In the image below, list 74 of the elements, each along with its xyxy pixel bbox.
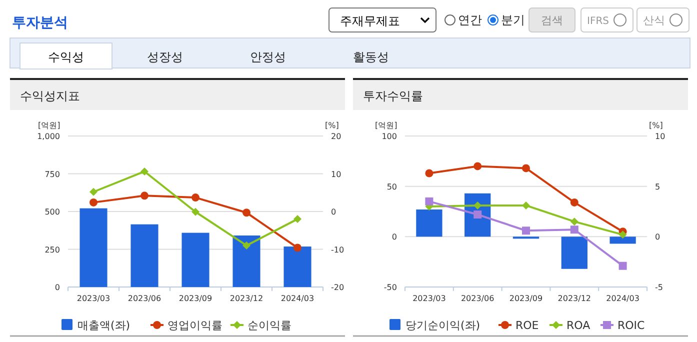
text: 검색 bbox=[541, 14, 563, 27]
point bbox=[140, 167, 148, 176]
y2-tick-label: -5 bbox=[655, 283, 663, 292]
point bbox=[90, 188, 98, 196]
y-tick-label: 50 bbox=[386, 182, 397, 192]
y-axis-title: [억원] bbox=[38, 121, 60, 130]
x-tick-label: 2024/03 bbox=[606, 294, 640, 303]
y-tick-label: 100 bbox=[382, 132, 397, 141]
chart-title: 수익성지표 bbox=[20, 89, 80, 103]
point bbox=[425, 169, 434, 178]
x-tick-label: 2023/06 bbox=[460, 294, 494, 303]
text: 분기 bbox=[501, 13, 525, 27]
y2-tick-label: -10 bbox=[331, 245, 344, 254]
y2-tick-label: 10 bbox=[331, 170, 342, 179]
x-tick-label: 2023/09 bbox=[509, 294, 543, 303]
y2-axis-title: [%] bbox=[325, 121, 339, 130]
chart-title: 투자수익률 bbox=[363, 89, 423, 103]
point bbox=[192, 194, 200, 202]
y2-tick-label: -20 bbox=[331, 283, 344, 292]
x-tick-label: 2023/06 bbox=[128, 294, 162, 303]
point bbox=[618, 262, 627, 270]
text: 연간 bbox=[458, 13, 482, 27]
y-tick-label: 0 bbox=[392, 232, 397, 242]
text: 활동성 bbox=[353, 50, 389, 64]
y2-tick-label: 10 bbox=[655, 132, 666, 141]
text: 투자분석 bbox=[12, 15, 68, 31]
x-tick-label: 2023/03 bbox=[412, 294, 446, 303]
y2-tick-label: 20 bbox=[331, 132, 342, 141]
point bbox=[294, 244, 302, 252]
x-tick-label: 2024/03 bbox=[280, 294, 314, 303]
y2-axis-title: [%] bbox=[649, 121, 663, 130]
point bbox=[570, 218, 578, 226]
point bbox=[192, 208, 200, 216]
y-axis-title: [억원] bbox=[375, 121, 398, 130]
y-tick-label: -50 bbox=[384, 283, 397, 292]
legend-label: ROA bbox=[566, 319, 591, 332]
legend-label: ROE bbox=[516, 319, 539, 332]
legend-label: ROIC bbox=[618, 319, 646, 332]
point bbox=[570, 198, 578, 206]
x-tick-label: 2023/09 bbox=[178, 294, 212, 303]
point bbox=[522, 226, 530, 235]
y-tick-label: 250 bbox=[44, 245, 60, 254]
y-tick-label: 0 bbox=[54, 283, 60, 292]
x-tick-label: 2023/03 bbox=[76, 294, 110, 303]
y-tick-label: 500 bbox=[44, 208, 60, 216]
point bbox=[474, 210, 482, 219]
legend-label: 영업이익률 bbox=[168, 319, 222, 332]
legend-label: 매출액(좌) bbox=[78, 319, 130, 332]
point bbox=[425, 197, 434, 206]
point bbox=[90, 198, 98, 206]
text: 주재무제표 bbox=[340, 14, 400, 28]
point bbox=[522, 201, 530, 210]
point bbox=[474, 162, 482, 170]
legend-label: 당기순이익(좌) bbox=[406, 319, 480, 332]
y2-tick-label: 5 bbox=[655, 182, 660, 192]
x-tick-label: 2023/12 bbox=[230, 294, 264, 303]
text: 성장성 bbox=[147, 50, 183, 64]
y-tick-label: 1,000 bbox=[37, 132, 60, 141]
point bbox=[570, 226, 578, 234]
point bbox=[618, 230, 627, 239]
point bbox=[242, 208, 250, 217]
point bbox=[140, 192, 148, 200]
point bbox=[522, 164, 530, 172]
point bbox=[242, 241, 250, 250]
text: 수익성 bbox=[48, 50, 84, 64]
y2-tick-label: 0 bbox=[655, 232, 660, 242]
text: 산식 bbox=[643, 14, 665, 27]
text: 안정성 bbox=[250, 50, 286, 64]
y-tick-label: 750 bbox=[44, 170, 60, 179]
x-tick-label: 2023/12 bbox=[558, 294, 592, 303]
y2-tick-label: 0 bbox=[331, 208, 336, 216]
point bbox=[294, 215, 302, 224]
text: IFRS bbox=[587, 16, 609, 27]
legend-label: 순이익률 bbox=[248, 319, 292, 332]
